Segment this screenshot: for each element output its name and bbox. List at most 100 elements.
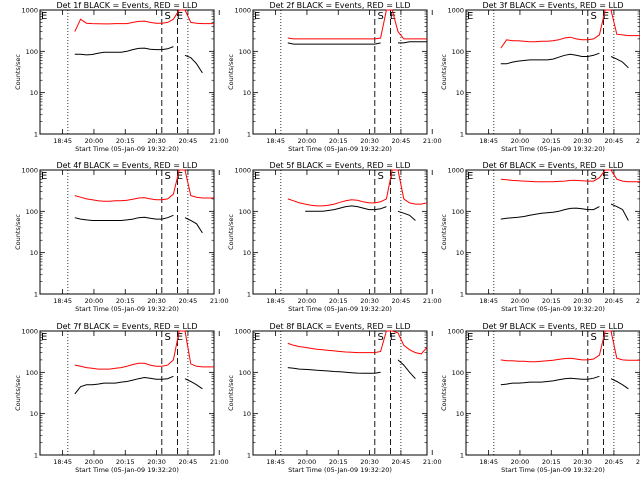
events-rate-line xyxy=(610,56,629,69)
y-tick-label: 1 xyxy=(247,291,251,299)
plot-frame xyxy=(39,169,215,295)
lld-rate-line xyxy=(500,169,640,183)
detector-panel: Det 2f BLACK = Events, RED = LLD 1 10 100 10… xyxy=(227,1,442,153)
segment-label: E xyxy=(254,11,260,22)
events-rate-line xyxy=(74,46,174,56)
lld-rate-line xyxy=(74,330,214,370)
y-tick-label: 100 xyxy=(452,208,464,216)
x-tick-label: 21:00 xyxy=(210,458,229,466)
events-rate-line xyxy=(287,42,381,45)
x-tick-label: 20:30 xyxy=(147,458,166,466)
y-tick-label: 100 xyxy=(239,369,251,377)
detector-panel: Det 9f BLACK = Events, RED = LLD 1 10 100 10… xyxy=(440,322,640,474)
lld-rate-line xyxy=(500,330,640,363)
events-rate-line xyxy=(305,205,387,212)
segment-label: E xyxy=(177,332,183,343)
lld-rate-line xyxy=(287,9,427,40)
events-rate-line xyxy=(610,203,629,221)
y-tick-label: 10 xyxy=(456,89,464,97)
segment-label: S xyxy=(165,171,171,182)
segment-label: E xyxy=(467,171,473,182)
panel-title: Det 7f BLACK = Events, RED = LLD xyxy=(56,322,197,331)
y-tick-label: 1 xyxy=(460,452,464,460)
plot-frame xyxy=(252,9,428,135)
x-axis-label: Start Time (05-Jan-09 19:32:20) xyxy=(288,145,392,153)
segment-label: E xyxy=(467,332,473,343)
plot-frame xyxy=(39,330,215,456)
segment-label: E xyxy=(390,11,396,22)
x-tick-label: 20:30 xyxy=(360,458,379,466)
x-tick-label: 20:45 xyxy=(605,297,624,305)
y-axis-label: Counts/sec xyxy=(14,214,22,250)
y-tick-label: 1000 xyxy=(234,328,251,336)
segment-label: E xyxy=(603,171,609,182)
x-tick-label: 21:00 xyxy=(636,458,640,466)
y-tick-label: 1 xyxy=(34,131,38,139)
panel-title: Det 6f BLACK = Events, RED = LLD xyxy=(482,161,623,170)
x-axis-label: Start Time (05-Jan-09 19:32:20) xyxy=(501,305,605,313)
x-tick-label: 21:00 xyxy=(423,458,442,466)
x-tick-label: 20:30 xyxy=(573,458,592,466)
x-tick-label: 20:15 xyxy=(329,458,348,466)
y-tick-label: 1000 xyxy=(21,7,38,15)
x-tick-label: 20:30 xyxy=(360,137,379,145)
x-tick-label: 18:45 xyxy=(479,297,498,305)
panel-title: Det 5f BLACK = Events, RED = LLD xyxy=(269,161,410,170)
events-rate-line xyxy=(184,217,203,234)
y-axis-label: Counts/sec xyxy=(440,214,448,250)
x-tick-label: 20:00 xyxy=(511,137,530,145)
x-tick-label: 20:45 xyxy=(179,297,198,305)
events-rate-line xyxy=(500,375,600,386)
plot-frame xyxy=(465,9,640,135)
x-tick-label: 20:30 xyxy=(147,137,166,145)
x-tick-label: 20:15 xyxy=(116,297,135,305)
x-tick-label: 18:45 xyxy=(266,137,285,145)
x-axis-label: Start Time (05-Jan-09 19:32:20) xyxy=(288,305,392,313)
events-rate-line xyxy=(500,206,600,220)
x-tick-label: 21:00 xyxy=(210,297,229,305)
events-rate-line xyxy=(610,378,629,390)
x-tick-label: 20:45 xyxy=(392,137,411,145)
panel-title: Det 2f BLACK = Events, RED = LLD xyxy=(269,1,410,10)
y-tick-label: 10 xyxy=(30,410,38,418)
x-tick-label: 20:00 xyxy=(298,137,317,145)
y-tick-label: 10 xyxy=(456,410,464,418)
y-tick-label: 100 xyxy=(26,369,38,377)
segment-label: E xyxy=(177,171,183,182)
x-tick-label: 20:30 xyxy=(360,297,379,305)
segment-label: S xyxy=(165,332,171,343)
y-tick-label: 10 xyxy=(30,89,38,97)
x-tick-label: 18:45 xyxy=(53,137,72,145)
y-axis-label: Counts/sec xyxy=(227,54,235,90)
y-tick-label: 1000 xyxy=(21,167,38,175)
x-tick-label: 20:15 xyxy=(542,137,561,145)
y-tick-label: 1000 xyxy=(447,7,464,15)
y-axis-label: Counts/sec xyxy=(14,375,22,411)
events-rate-line xyxy=(500,52,600,65)
segment-label: E xyxy=(41,171,47,182)
y-tick-label: 1000 xyxy=(234,167,251,175)
events-rate-line xyxy=(397,359,416,380)
events-rate-line xyxy=(184,378,203,390)
panel-title: Det 1f BLACK = Events, RED = LLD xyxy=(56,1,197,10)
x-axis-label: Start Time (05-Jan-09 19:32:20) xyxy=(75,466,179,474)
segment-label: E xyxy=(390,332,396,343)
segment-label: E xyxy=(177,11,183,22)
x-tick-label: 20:15 xyxy=(329,297,348,305)
detector-panel: Det 1f BLACK = Events, RED = LLD 1 10 100 10… xyxy=(14,1,229,153)
y-tick-label: 10 xyxy=(30,249,38,257)
y-axis-label: Counts/sec xyxy=(440,375,448,411)
segment-label: E xyxy=(254,171,260,182)
y-tick-label: 100 xyxy=(26,208,38,216)
x-tick-label: 21:00 xyxy=(636,137,640,145)
lld-rate-line xyxy=(287,330,428,355)
y-axis-label: Counts/sec xyxy=(227,214,235,250)
y-tick-label: 1000 xyxy=(21,328,38,336)
x-tick-label: 20:45 xyxy=(179,137,198,145)
segment-label: E xyxy=(41,11,47,22)
y-axis-label: Counts/sec xyxy=(227,375,235,411)
y-tick-label: 1 xyxy=(34,452,38,460)
events-rate-line xyxy=(184,54,203,74)
plot-frame xyxy=(465,169,640,295)
